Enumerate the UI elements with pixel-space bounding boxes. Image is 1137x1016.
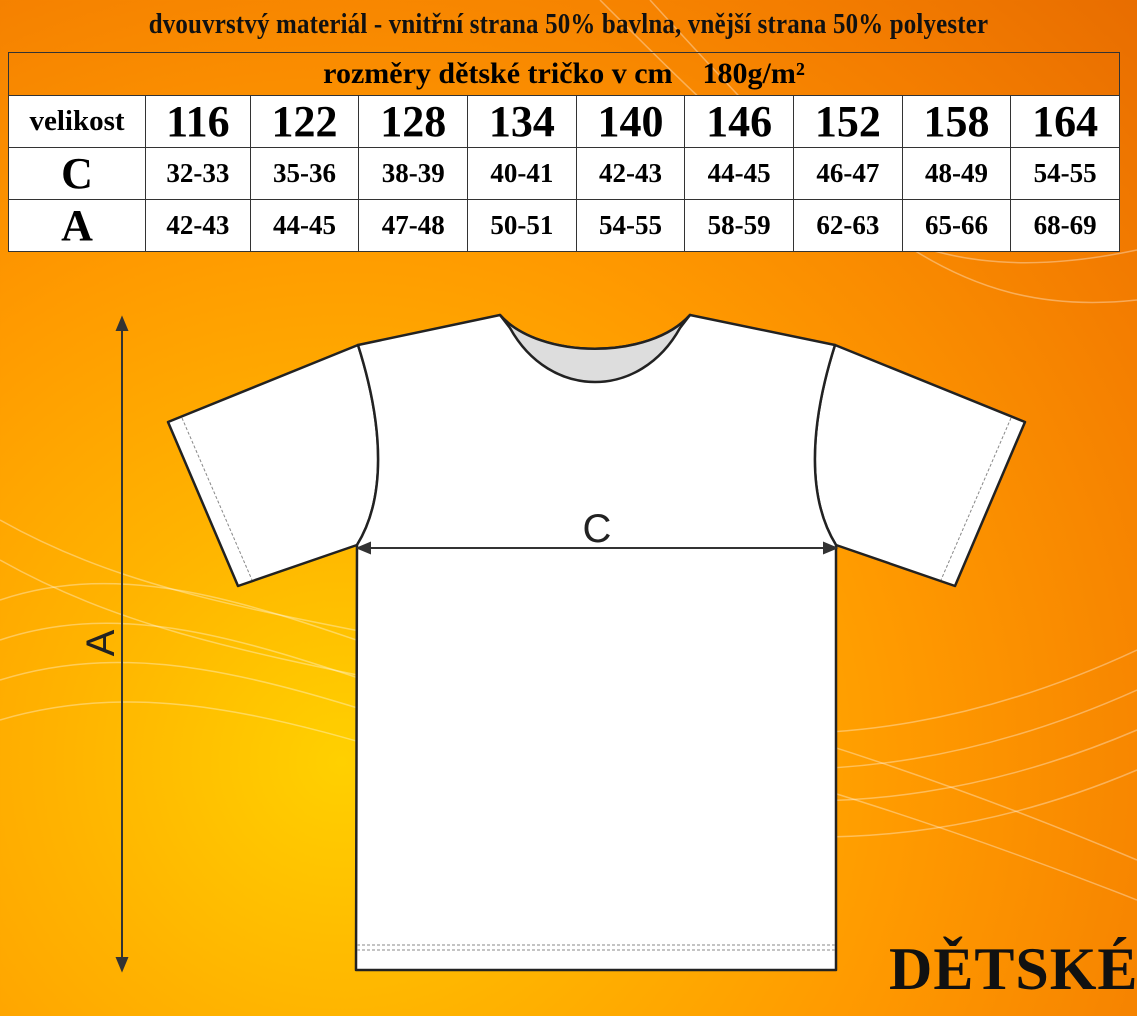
table-row-a: A 42-43 44-45 47-48 50-51 54-55 58-59 62…	[8, 199, 1120, 252]
size-cell: 116	[145, 95, 251, 148]
size-cell: 158	[901, 95, 1012, 148]
size-cell: 164	[1010, 95, 1120, 148]
value-cell: 32-33	[145, 147, 251, 200]
size-cell: 146	[684, 95, 794, 148]
value-cell: 54-55	[575, 199, 686, 252]
row-label: A	[8, 199, 146, 252]
size-cell: 128	[358, 95, 469, 148]
width-arrow	[355, 541, 839, 555]
size-label: velikost	[8, 95, 146, 148]
left-sleeve	[166, 343, 380, 588]
right-sleeve	[813, 343, 1027, 588]
shirt-body	[354, 313, 838, 972]
size-cell: 134	[467, 95, 577, 148]
value-cell: 40-41	[467, 147, 577, 200]
value-cell: 42-43	[145, 199, 251, 252]
value-cell: 44-45	[684, 147, 794, 200]
size-header-row: velikost 116 122 128 134 140 146 152 158…	[8, 95, 1120, 148]
value-cell: 62-63	[793, 199, 903, 252]
length-arrow	[115, 315, 129, 973]
length-label: A	[79, 629, 123, 656]
size-cell: 122	[249, 95, 360, 148]
value-cell: 48-49	[901, 147, 1012, 200]
collar	[498, 313, 692, 384]
size-cell: 152	[793, 95, 903, 148]
category-label: DĚTSKÉ	[889, 936, 1137, 1002]
row-label: C	[8, 147, 146, 200]
value-cell: 58-59	[684, 199, 794, 252]
value-cell: 35-36	[249, 147, 360, 200]
width-label: C	[583, 507, 612, 551]
value-cell: 65-66	[901, 199, 1012, 252]
value-cell: 50-51	[467, 199, 577, 252]
material-title: dvouvrstvý materiál - vnitřní strana 50%…	[148, 8, 989, 40]
value-cell: 68-69	[1010, 199, 1120, 252]
value-cell: 47-48	[358, 199, 469, 252]
value-cell: 42-43	[575, 147, 686, 200]
size-table: rozměry dětské tričko v cm 180g/m² velik…	[8, 52, 1120, 252]
table-subtitle: rozměry dětské tričko v cm 180g/m²	[8, 52, 1120, 96]
table-row-c: C 32-33 35-36 38-39 40-41 42-43 44-45 46…	[8, 147, 1120, 200]
value-cell: 44-45	[249, 199, 360, 252]
value-cell: 46-47	[793, 147, 903, 200]
value-cell: 54-55	[1010, 147, 1120, 200]
value-cell: 38-39	[358, 147, 469, 200]
